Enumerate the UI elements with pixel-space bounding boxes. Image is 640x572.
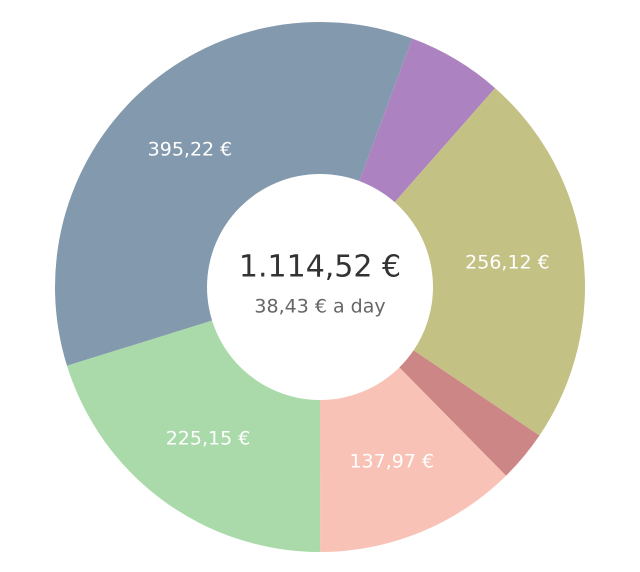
donut-hole — [207, 174, 433, 400]
center-label: 1.114,52 € — [239, 250, 401, 285]
value-label: 395,22 € — [148, 138, 233, 160]
value-label: 137,97 € — [349, 450, 434, 472]
value-label: 256,12 € — [465, 252, 550, 274]
slice — [54, 21, 413, 366]
center-sublabel: 38,43 € a day — [254, 296, 385, 318]
value-label: 225,15 € — [166, 428, 251, 450]
slice — [320, 88, 585, 436]
